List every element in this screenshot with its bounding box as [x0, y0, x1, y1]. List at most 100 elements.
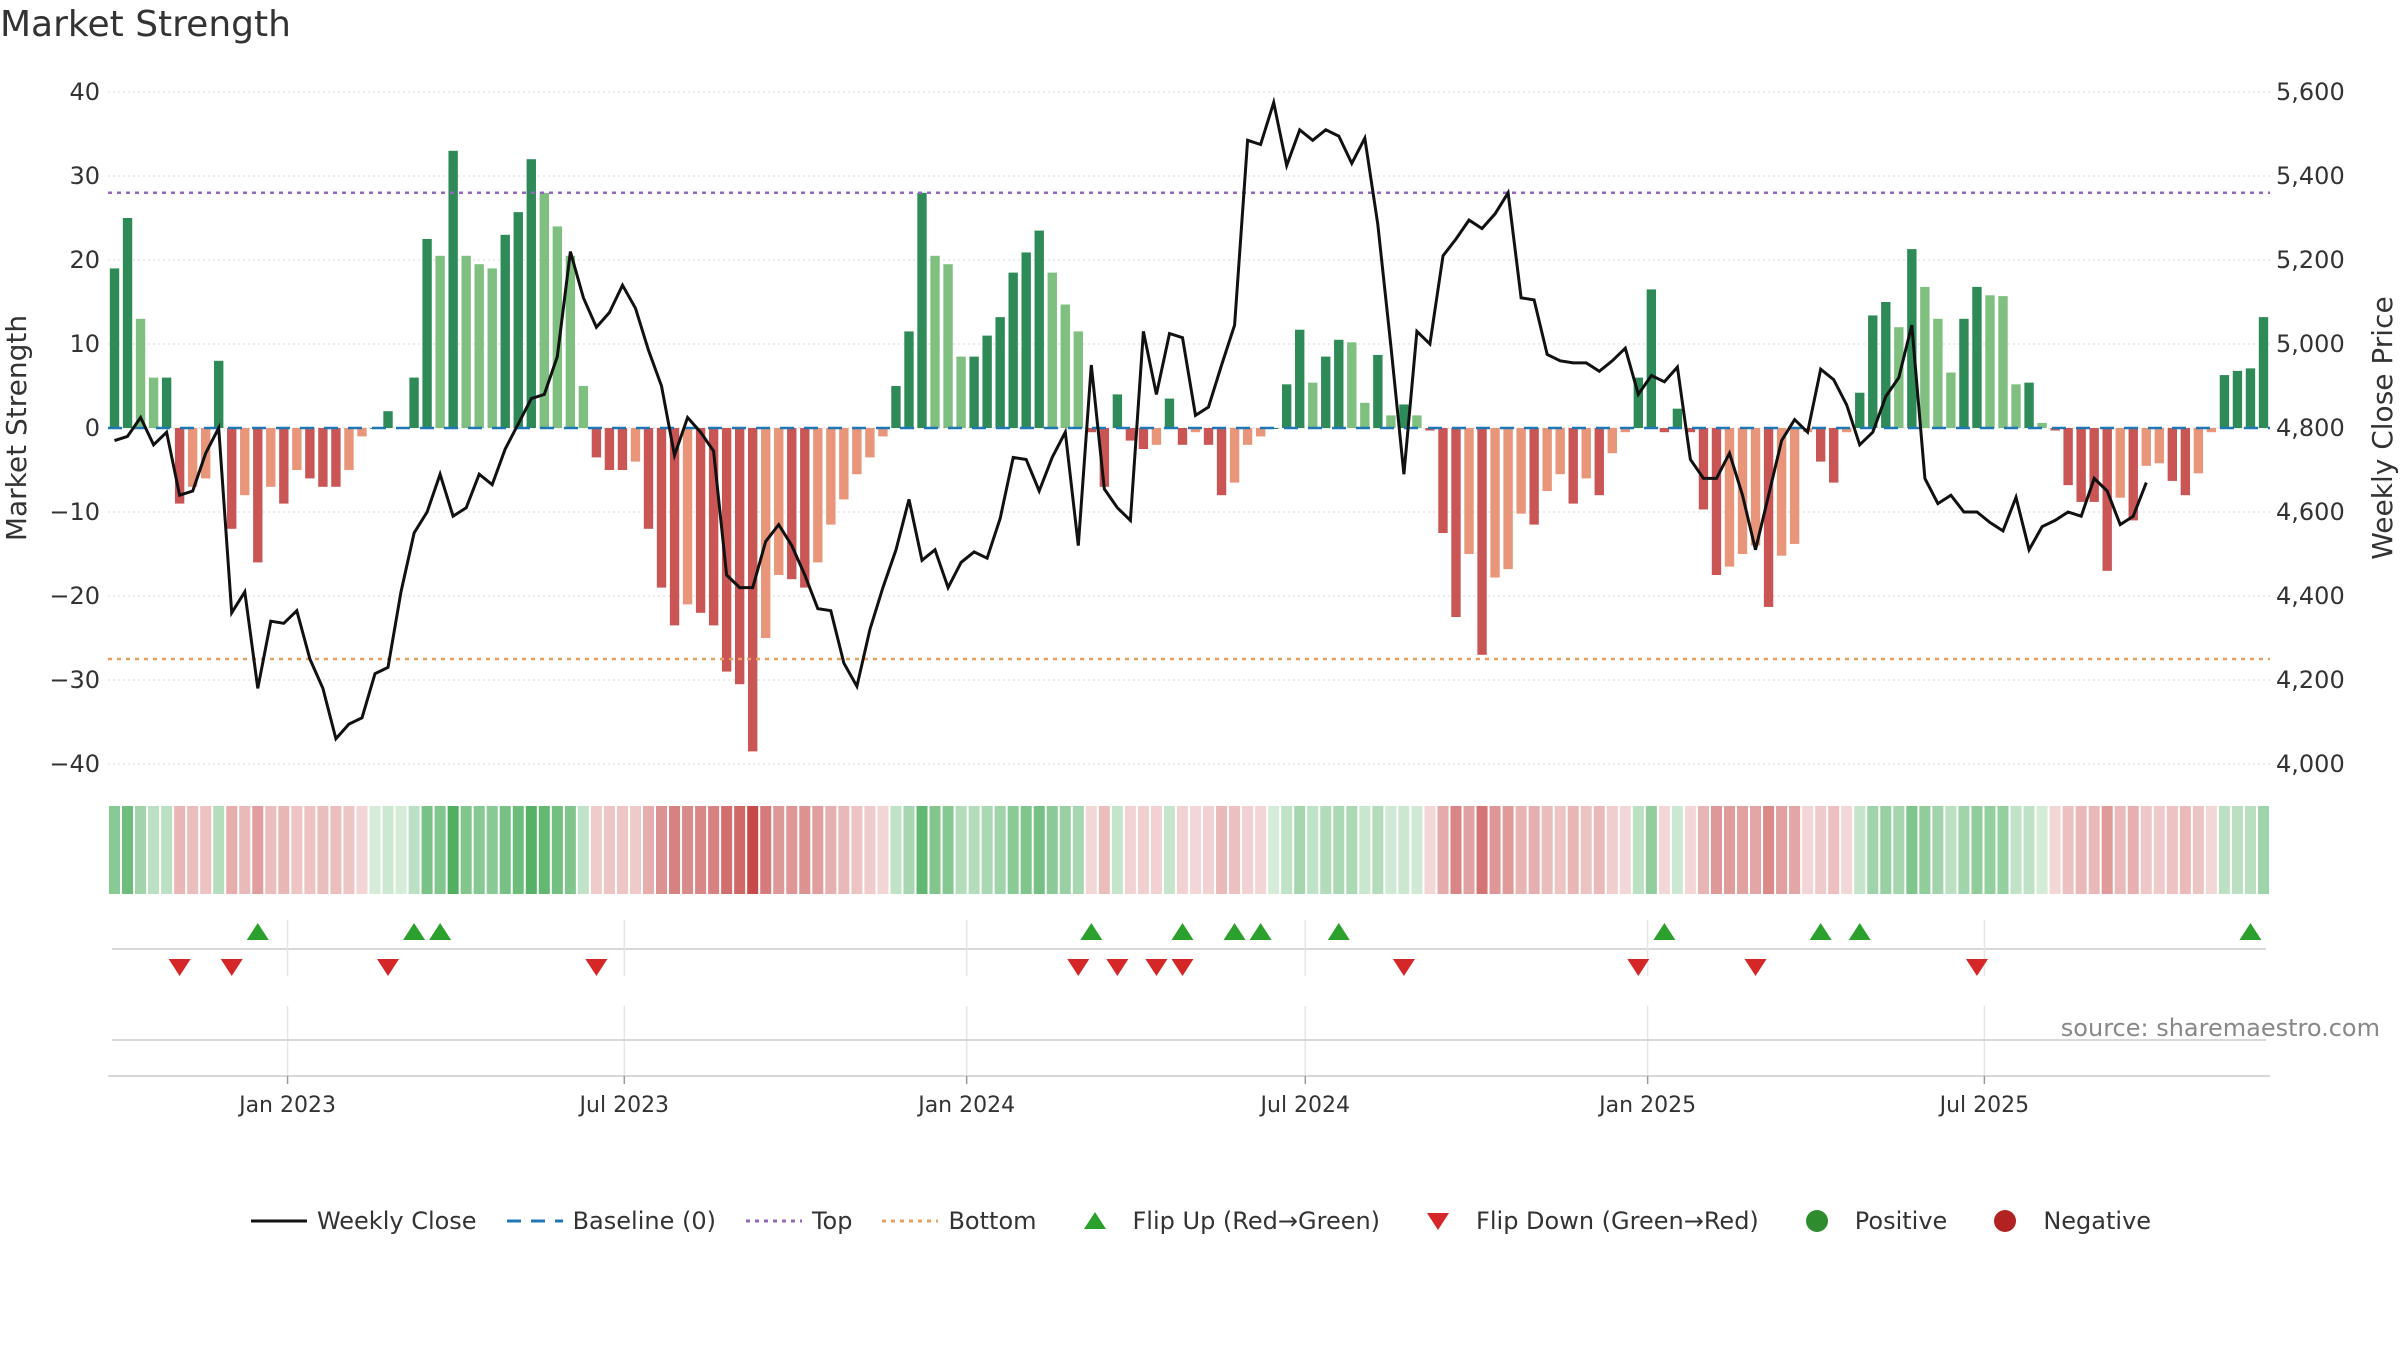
- strength-bar: [1099, 428, 1110, 487]
- heat-strip-cell: [734, 806, 746, 894]
- strength-bar: [2219, 375, 2230, 428]
- strength-bar: [2063, 428, 2073, 486]
- strength-bar: [461, 255, 471, 428]
- strength-bar: [1998, 296, 2008, 428]
- heat-strip-cell: [1476, 806, 1488, 894]
- heat-strip-cell: [1268, 806, 1280, 894]
- flip-down-marker: [1171, 959, 1194, 976]
- flip-up-marker: [429, 923, 452, 940]
- heat-strip-cell: [2179, 806, 2191, 894]
- strength-bar: [318, 428, 328, 487]
- heat-strip-cell: [1710, 806, 1722, 894]
- strength-bar: [2076, 428, 2086, 502]
- heat-strip-cell: [1645, 806, 1657, 894]
- legend-symbol-icon: [250, 1219, 307, 1223]
- heat-strip-cell: [2114, 806, 2126, 894]
- strength-bar: [2180, 428, 2191, 496]
- heat-strip-cell: [473, 806, 485, 894]
- heat-strip-cell: [1841, 806, 1853, 894]
- strength-bar: [1959, 318, 1969, 428]
- y-left-tick-label: 20: [69, 246, 100, 274]
- heat-strip-cell: [1072, 806, 1084, 894]
- x-tick-label: Jan 2025: [1597, 1093, 1696, 1118]
- strength-bar: [1542, 428, 1552, 491]
- strength-bar: [1321, 356, 1331, 428]
- heat-strip-cell: [656, 806, 668, 894]
- y-right-tick-label: 4,000: [2276, 750, 2345, 778]
- y-right-axis-label: Weekly Close Price: [2366, 296, 2399, 559]
- flip-up-marker: [1327, 923, 1350, 940]
- weekly-close-line: [114, 96, 2148, 742]
- heat-strip-cell: [1723, 806, 1736, 894]
- strength-bar: [227, 428, 237, 529]
- heat-strip-cell: [226, 806, 238, 894]
- strength-bar: [1021, 252, 1031, 428]
- strength-bar: [865, 428, 875, 458]
- heat-strip-cell: [1450, 806, 1462, 894]
- heat-strip-cell: [551, 806, 563, 894]
- heat-strip-cell: [1385, 806, 1397, 894]
- strength-bar: [1868, 315, 1878, 428]
- strength-bar: [2232, 370, 2243, 428]
- heat-strip-cell: [838, 806, 850, 894]
- heat-strip-cell: [1632, 806, 1644, 894]
- strength-bar: [682, 428, 693, 605]
- strength-bar: [1920, 286, 1930, 428]
- strength-bar: [787, 428, 797, 580]
- heat-strip-cell: [590, 806, 602, 894]
- heat-strip-cell: [616, 806, 628, 894]
- heat-strip-cell: [1737, 806, 1749, 894]
- legend-item: Negative: [1975, 1207, 2151, 1235]
- strength-bar: [1985, 295, 1995, 428]
- heat-strip-cell: [1515, 806, 1527, 894]
- heat-strip-cell: [486, 806, 498, 894]
- heat-strip-cell: [1932, 806, 1944, 894]
- legend-symbol-icon: [1805, 1210, 1828, 1232]
- strength-bar: [721, 428, 732, 672]
- heat-strip-cell: [669, 806, 681, 894]
- heat-strip-cell: [1124, 806, 1136, 894]
- y-left-tick-label: −20: [49, 582, 100, 610]
- heat-strip-cell: [968, 806, 980, 894]
- heat-strip-cell: [1033, 806, 1045, 894]
- legend-symbol-icon: [1427, 1213, 1450, 1230]
- strength-bar: [161, 377, 172, 428]
- strength-bar: [826, 428, 836, 525]
- heat-strip-cell: [265, 806, 277, 894]
- heat-strip-cell: [1528, 806, 1540, 894]
- strength-bar: [917, 192, 927, 428]
- flip-down-marker: [585, 959, 608, 976]
- heat-strip-cell: [2166, 806, 2178, 894]
- strength-bar: [2258, 317, 2269, 428]
- heat-strip-cell: [525, 806, 537, 894]
- heat-strip-cell: [1059, 806, 1071, 894]
- heat-strip-cell: [1281, 806, 1293, 894]
- heat-strip-cell: [2257, 806, 2269, 894]
- strength-bar: [526, 159, 536, 428]
- chart-title: Market Strength: [0, 4, 291, 45]
- heat-strip-cell: [1984, 806, 1996, 894]
- strength-bar: [1477, 428, 1487, 655]
- heat-strip-cell: [564, 806, 576, 894]
- strength-bar: [930, 255, 940, 428]
- heat-strip-cell: [1098, 806, 1110, 894]
- heat-strip-cell: [1776, 806, 1788, 894]
- strength-bar: [2206, 428, 2217, 433]
- flip-up-marker: [2239, 923, 2262, 940]
- heat-strip-cell: [1828, 806, 1840, 894]
- heat-strip-cell: [330, 806, 342, 894]
- strength-bar: [643, 428, 654, 529]
- heat-strip-cell: [942, 806, 954, 894]
- heat-strip-cell: [642, 806, 655, 894]
- heat-strip-cell: [1971, 806, 1983, 894]
- y-right-tick-label: 5,200: [2276, 246, 2345, 274]
- heat-strip-cell: [2127, 806, 2139, 894]
- heat-strip-cell: [2192, 806, 2204, 894]
- legend-label: Top: [811, 1207, 853, 1235]
- strength-bar: [474, 264, 484, 428]
- heat-strip-cell: [1684, 806, 1696, 894]
- flip-up-marker: [1080, 923, 1103, 940]
- strength-bar: [1425, 428, 1435, 431]
- strength-bar: [1308, 382, 1318, 428]
- strength-bar: [1776, 428, 1787, 556]
